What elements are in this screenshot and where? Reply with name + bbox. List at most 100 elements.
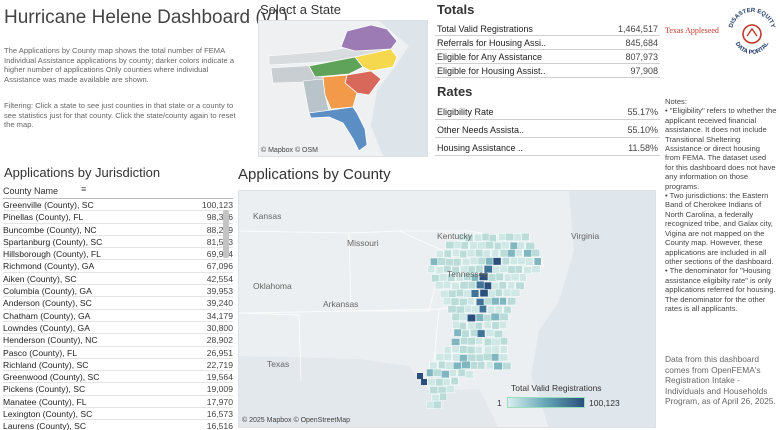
table-row[interactable]: Lowndes (County), GA 30,800 [3, 322, 233, 335]
county-shape[interactable] [469, 256, 480, 265]
table-row[interactable]: Buncombe (County), NC 88,289 [3, 224, 233, 236]
county-shape[interactable] [431, 274, 440, 283]
county-shape[interactable] [441, 370, 450, 379]
table-row[interactable]: Henderson (County), NC 28,902 [3, 335, 233, 347]
state-al[interactable] [302, 78, 330, 114]
county-shape[interactable] [461, 360, 471, 369]
county-shape[interactable] [493, 329, 503, 338]
county-shape[interactable] [451, 281, 460, 290]
county-shape[interactable] [492, 257, 502, 266]
county-shape[interactable] [459, 249, 468, 258]
county-shape[interactable] [499, 312, 509, 321]
county-shape[interactable] [451, 266, 460, 275]
county-shape[interactable] [476, 329, 486, 338]
county-shape[interactable] [498, 281, 507, 290]
county-shape[interactable] [443, 280, 452, 289]
county-shape[interactable] [499, 264, 509, 273]
county-shape[interactable] [417, 373, 423, 379]
county-shape[interactable] [443, 352, 452, 361]
county-shape[interactable] [474, 345, 483, 354]
county-shape[interactable] [453, 328, 462, 337]
county-shape[interactable] [451, 312, 461, 321]
table-row[interactable]: Greenville (County), SC 100,123 [3, 200, 233, 212]
county-shape[interactable] [484, 241, 494, 250]
county-shape[interactable] [523, 249, 533, 258]
county-shape[interactable] [467, 321, 476, 330]
column-header-county[interactable]: County Name [3, 186, 59, 196]
county-shape[interactable] [459, 281, 470, 290]
table-row[interactable]: Chatham (County), GA 34,179 [3, 310, 233, 322]
county-shape[interactable] [507, 297, 517, 306]
county-shape[interactable] [443, 346, 452, 355]
county-shape[interactable] [482, 249, 491, 258]
county-shape[interactable] [487, 273, 498, 282]
county-shape[interactable] [494, 288, 503, 297]
county-shape[interactable] [467, 337, 476, 346]
county-shape[interactable] [502, 361, 512, 370]
county-shape[interactable] [451, 345, 461, 354]
county-shape[interactable] [501, 257, 510, 266]
county-shape[interactable] [466, 249, 476, 258]
county-shape[interactable] [438, 273, 448, 282]
county-shape[interactable] [473, 233, 482, 242]
county-shape[interactable] [478, 305, 487, 314]
county-shape[interactable] [434, 281, 445, 290]
county-shapes[interactable] [417, 232, 542, 409]
county-shape[interactable] [469, 241, 479, 250]
county-shape[interactable] [503, 306, 512, 315]
county-shape[interactable] [491, 281, 500, 290]
county-shape[interactable] [510, 273, 520, 282]
county-shape[interactable] [470, 328, 479, 337]
county-shape[interactable] [467, 313, 476, 322]
county-shape[interactable] [461, 329, 470, 338]
sort-icon[interactable]: ≡ [81, 184, 87, 194]
county-shape[interactable] [502, 288, 512, 297]
county-shape[interactable] [455, 289, 465, 298]
county-shape[interactable] [442, 378, 451, 387]
county-shape[interactable] [439, 392, 448, 401]
county-shape[interactable] [519, 273, 527, 282]
county-shape[interactable] [459, 312, 468, 321]
county-shape[interactable] [505, 233, 515, 242]
county-shape[interactable] [465, 370, 474, 379]
county-shape[interactable] [451, 249, 460, 258]
county-shape[interactable] [483, 320, 492, 329]
county-shape[interactable] [444, 361, 454, 370]
county-shape[interactable] [460, 337, 469, 346]
county-shape[interactable] [461, 257, 471, 266]
county-shape[interactable] [533, 257, 542, 266]
county-shape[interactable] [490, 312, 501, 321]
county-shape[interactable] [427, 265, 436, 274]
table-row[interactable]: Hillsborough (County), FL 69,914 [3, 249, 233, 261]
county-shape[interactable] [509, 241, 519, 250]
county-shape[interactable] [500, 337, 508, 346]
county-shape[interactable] [467, 281, 476, 290]
county-shape[interactable] [507, 281, 516, 290]
county-shape[interactable] [460, 241, 469, 250]
county-shape[interactable] [475, 264, 484, 273]
county-shape[interactable] [514, 265, 523, 274]
county-shape[interactable] [488, 234, 497, 243]
table-row[interactable]: Pickens (County), SC 19,009 [3, 384, 233, 396]
county-shape[interactable] [452, 258, 462, 267]
county-shape[interactable] [491, 353, 500, 362]
county-shape[interactable] [435, 266, 444, 275]
county-shape[interactable] [494, 305, 503, 314]
county-shape[interactable] [447, 273, 456, 282]
county-shape[interactable] [517, 256, 527, 265]
county-shape[interactable] [521, 232, 530, 241]
county-shape[interactable] [450, 297, 460, 306]
county-shape[interactable] [475, 298, 485, 307]
county-shape[interactable] [525, 242, 535, 251]
county-shape[interactable] [452, 353, 461, 362]
county-shape[interactable] [429, 361, 438, 370]
county-shape[interactable] [474, 321, 483, 330]
county-shape[interactable] [523, 266, 533, 275]
county-shape[interactable] [491, 337, 501, 346]
county-shape[interactable] [452, 361, 462, 370]
state-selector-map[interactable]: © Mapbox © OSM [258, 20, 428, 157]
county-shape[interactable] [459, 345, 468, 354]
county-shape[interactable] [483, 281, 492, 290]
county-shape[interactable] [451, 338, 461, 347]
county-shape[interactable] [447, 305, 457, 314]
